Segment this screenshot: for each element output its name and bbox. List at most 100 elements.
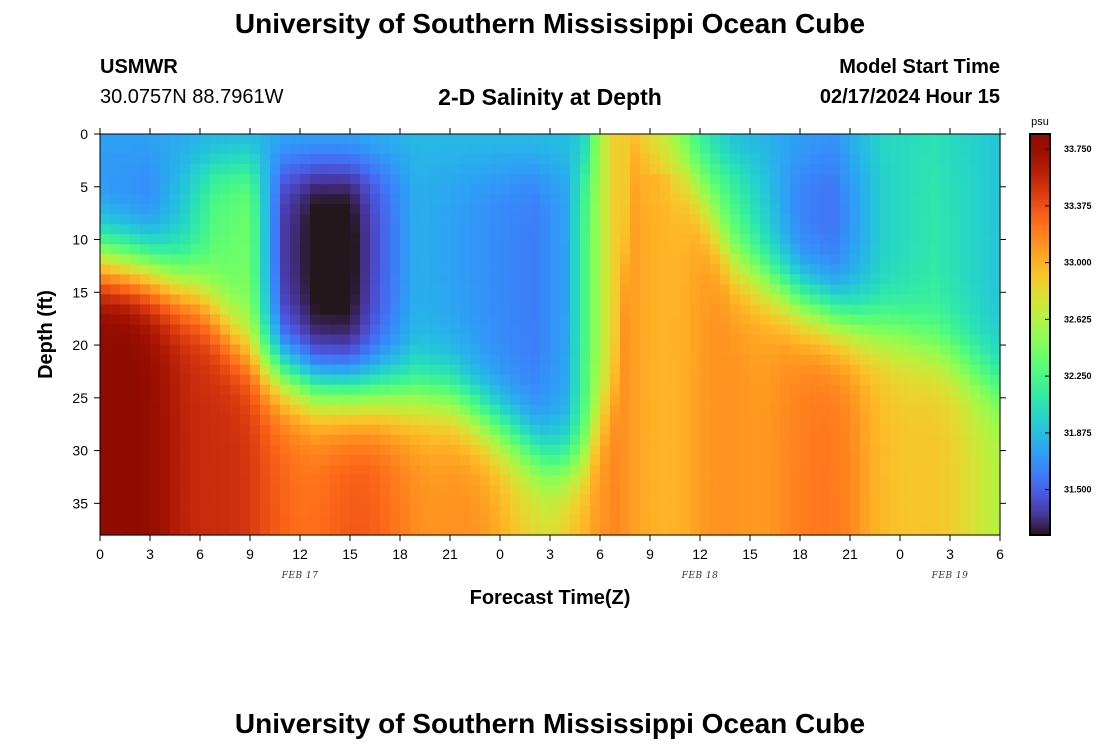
heatmap-cell: [580, 404, 591, 416]
heatmap-cell: [470, 434, 481, 446]
heatmap-cell: [880, 294, 891, 306]
heatmap-cell: [470, 204, 481, 215]
heatmap-cell: [640, 444, 651, 456]
heatmap-cell: [350, 484, 361, 496]
heatmap-cell: [790, 254, 801, 265]
heatmap-cell: [950, 404, 961, 416]
heatmap-cell: [430, 134, 441, 145]
heatmap-cell: [770, 354, 781, 366]
heatmap-cell: [770, 144, 781, 155]
heatmap-cell: [440, 264, 451, 275]
heatmap-cell: [110, 524, 121, 536]
heatmap-cell: [150, 334, 161, 346]
heatmap-cell: [770, 284, 781, 296]
heatmap-cell: [350, 324, 361, 336]
heatmap-cell: [570, 144, 581, 155]
heatmap-cell: [600, 414, 611, 426]
heatmap-cell: [630, 404, 641, 416]
heatmap-cell: [800, 174, 811, 185]
heatmap-cell: [680, 154, 691, 165]
heatmap-cell: [980, 164, 991, 175]
heatmap-cell: [600, 224, 611, 235]
heatmap-cell: [980, 294, 991, 306]
heatmap-cell: [990, 164, 1001, 175]
heatmap-cell: [590, 514, 601, 526]
heatmap-cell: [760, 384, 771, 396]
heatmap-cell: [200, 474, 211, 486]
heatmap-cell: [810, 154, 821, 165]
heatmap-cell: [220, 414, 231, 426]
heatmap-cell: [570, 414, 581, 426]
heatmap-cell: [400, 294, 411, 306]
heatmap-cell: [350, 434, 361, 446]
heatmap-cell: [250, 184, 261, 195]
heatmap-cell: [400, 494, 411, 506]
heatmap-cell: [410, 274, 421, 285]
heatmap-cell: [180, 524, 191, 536]
heatmap-cell: [550, 414, 561, 426]
heatmap-cell: [360, 404, 371, 416]
heatmap-cell: [210, 144, 221, 155]
heatmap-cell: [520, 474, 531, 486]
heatmap-cell: [890, 164, 901, 175]
heatmap-cell: [680, 304, 691, 316]
heatmap-cell: [960, 134, 971, 145]
heatmap-cell: [920, 204, 931, 215]
heatmap-cell: [470, 144, 481, 155]
heatmap-cell: [490, 374, 501, 386]
heatmap-cell: [670, 514, 681, 526]
heatmap-cell: [350, 214, 361, 225]
heatmap-cell: [250, 144, 261, 155]
heatmap-cell: [340, 334, 351, 346]
heatmap-cell: [680, 434, 691, 446]
heatmap-cell: [130, 264, 141, 275]
heatmap-cell: [650, 434, 661, 446]
heatmap-cell: [450, 264, 461, 275]
heatmap-cell: [490, 354, 501, 366]
heatmap-cell: [300, 244, 311, 255]
heatmap-cell: [510, 324, 521, 336]
heatmap-cell: [810, 314, 821, 326]
heatmap-cell: [670, 434, 681, 446]
heatmap-cell: [120, 384, 131, 396]
heatmap-cell: [190, 474, 201, 486]
heatmap-cell: [920, 304, 931, 316]
heatmap-cell: [380, 214, 391, 225]
heatmap-cell: [290, 194, 301, 205]
heatmap-cell: [160, 224, 171, 235]
heatmap-cell: [190, 184, 201, 195]
heatmap-cell: [460, 304, 471, 316]
heatmap-cell: [950, 244, 961, 255]
heatmap-cell: [960, 314, 971, 326]
heatmap-cell: [730, 504, 741, 516]
heatmap-cell: [940, 244, 951, 255]
heatmap-cell: [170, 454, 181, 466]
heatmap-cell: [970, 234, 981, 245]
heatmap-cell: [140, 274, 151, 285]
heatmap-cell: [470, 524, 481, 536]
heatmap-cell: [780, 304, 791, 316]
heatmap-cell: [890, 344, 901, 356]
heatmap-cell: [510, 234, 521, 245]
heatmap-cell: [340, 444, 351, 456]
heatmap-cell: [220, 174, 231, 185]
heatmap-cell: [690, 284, 701, 296]
heatmap-cell: [810, 414, 821, 426]
heatmap-cell: [850, 514, 861, 526]
heatmap-cell: [170, 244, 181, 255]
heatmap-cell: [500, 314, 511, 326]
heatmap-cell: [260, 174, 271, 185]
heatmap-cell: [200, 344, 211, 356]
heatmap-cell: [330, 154, 341, 165]
heatmap-cell: [250, 304, 261, 316]
heatmap-cell: [660, 164, 671, 175]
heatmap-cell: [740, 424, 751, 436]
heatmap-cell: [320, 214, 331, 225]
heatmap-cell: [450, 374, 461, 386]
heatmap-cell: [440, 304, 451, 316]
heatmap-cell: [710, 464, 721, 476]
heatmap-cell: [140, 234, 151, 245]
heatmap-cell: [310, 474, 321, 486]
heatmap-cell: [220, 204, 231, 215]
heatmap-cell: [910, 144, 921, 155]
